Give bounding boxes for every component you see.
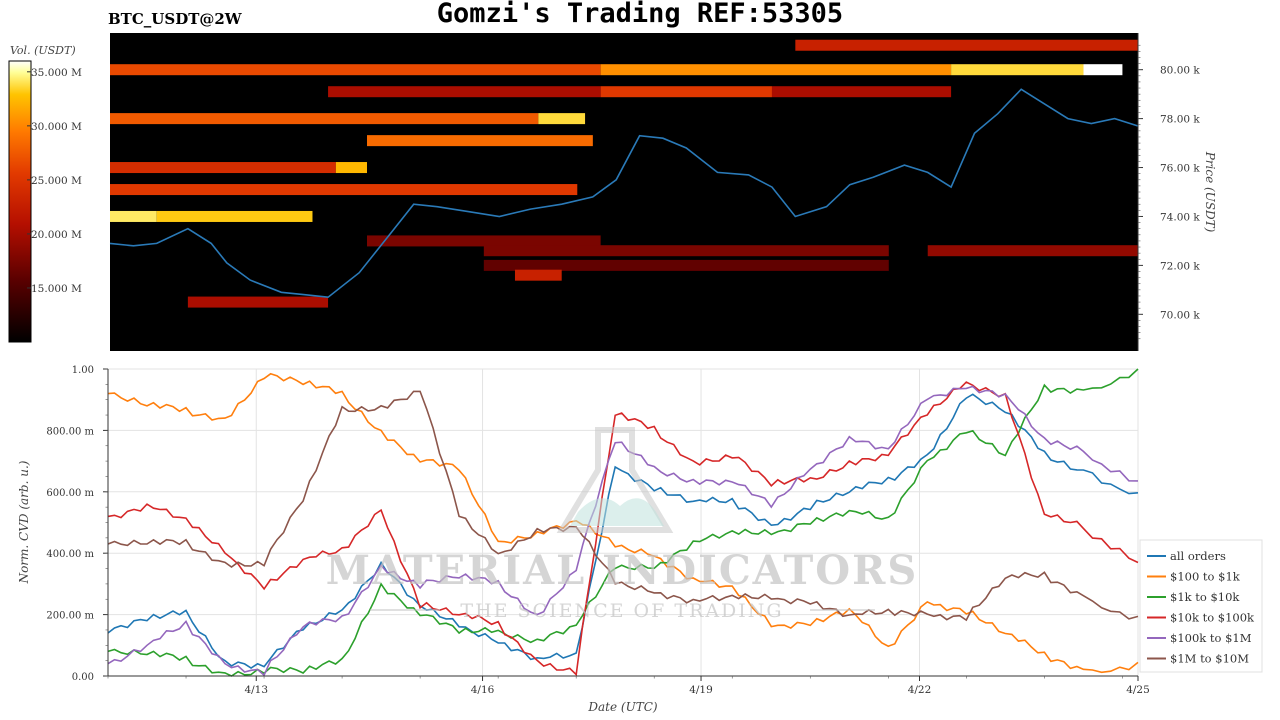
heatmap-panel: 80.00 k 78.00 k 76.00 k 74.00 k 72.00 k 70.00… (109, 33, 1217, 351)
heatmap-band (927, 245, 1138, 257)
colorbar-gradient (8, 60, 32, 343)
colorbar-tick-label: 30.000 M (31, 121, 82, 133)
watermark-flask-icon (556, 427, 674, 533)
cvd-y-tick-label: 200.00 m (46, 611, 94, 622)
heatmap-band (156, 210, 313, 222)
cvd-x-tick-label: 4/22 (908, 684, 932, 696)
chart-title: Gomzi's Trading REF:53305 (436, 0, 844, 29)
cvd-series-line (107, 385, 1139, 677)
heatmap-band (771, 86, 952, 98)
watermark-title: MATERIAL INDICATORS (326, 547, 919, 594)
heatmap-band (328, 86, 601, 98)
cvd-y-axis-label: Norm. CVD (arb. u.) (17, 460, 31, 584)
legend-item-label: $1k to $10k (1170, 590, 1240, 604)
cvd-y-tick-label: 800.00 m (46, 426, 94, 437)
heatmap-band (538, 113, 586, 125)
heatmap-band (110, 184, 578, 196)
symbol-label: BTC_USDT@2W (108, 10, 242, 28)
heatmap-band (600, 64, 952, 76)
cvd-y-tick-label: 1.00 (72, 365, 94, 376)
cvd-panel: 1.00 800.00 m 600.00 m 400.00 m 200.00 m 0.00… (17, 365, 1150, 714)
colorbar-label: Vol. (USDT) (10, 44, 76, 57)
colorbar-tick-label: 20.000 M (31, 229, 82, 241)
legend: all orders $100 to $1k $1k to $10k $10k to … (1139, 539, 1263, 673)
cvd-x-tick-label: 4/16 (471, 684, 495, 696)
price-line (109, 88, 1139, 299)
watermark-subtitle: THE SCIENCE OF TRADING (460, 600, 783, 622)
cvd-y-tick-label: 600.00 m (46, 488, 94, 499)
price-axis-tick-label: 72.00 k (1160, 260, 1200, 272)
cvd-x-tick-label: 4/25 (1126, 684, 1150, 696)
heatmap-band (187, 296, 329, 308)
heatmap-band (367, 235, 601, 247)
cvd-series-line (107, 368, 1139, 677)
heatmap-band (1083, 64, 1123, 76)
heatmap-band (483, 245, 889, 257)
heatmap-band (795, 39, 1138, 51)
price-axis-label: Price (USDT) (1203, 151, 1217, 233)
heatmap-band (600, 86, 772, 98)
cvd-series-line (107, 372, 1139, 674)
colorbar: 35.000 M 30.000 M 25.000 M 20.000 M 15.000 M (8, 60, 82, 343)
cvd-y-tick-label: 400.00 m (46, 549, 94, 560)
price-axis-tick-label: 78.00 k (1160, 114, 1200, 126)
heatmap-band (367, 135, 593, 147)
legend-item-label: $100k to $1M (1170, 631, 1252, 645)
cvd-x-tick-label: 4/13 (244, 684, 268, 696)
price-axis-tick-label: 80.00 k (1160, 65, 1200, 77)
colorbar-tick-label: 25.000 M (31, 175, 82, 187)
watermark-liquid-icon (570, 498, 664, 526)
heatmap-band (951, 64, 1084, 76)
colorbar-tick-label: 35.000 M (31, 67, 82, 79)
heatmap-band (335, 162, 367, 174)
colorbar-tick-label: 15.000 M (31, 283, 82, 295)
price-axis-tick-label: 76.00 k (1160, 163, 1200, 175)
cvd-y-tick-label: 0.00 (72, 672, 94, 683)
cvd-x-axis-label: Date (UTC) (587, 700, 657, 714)
legend-item-label: $1M to $10M (1170, 652, 1249, 666)
heatmap-band (514, 269, 562, 281)
heatmap-band (483, 259, 889, 271)
price-axis-tick-label: 74.00 k (1160, 211, 1200, 223)
cvd-x-tick-label: 4/19 (689, 684, 713, 696)
price-axis-tick-label: 70.00 k (1160, 309, 1200, 321)
legend-item-label: $100 to $1k (1170, 570, 1241, 584)
cvd-series-line (107, 390, 1139, 622)
legend-item-label: $10k to $100k (1170, 611, 1255, 625)
heatmap-band (110, 162, 336, 174)
heatmap-band (110, 64, 601, 76)
legend-box (1139, 539, 1263, 673)
watermark: MATERIAL INDICATORS THE SCIENCE OF TRADIN… (326, 427, 919, 622)
cvd-series-line (107, 393, 1139, 669)
legend-item-label: all orders (1170, 549, 1226, 563)
heatmap-band (110, 113, 539, 125)
heatmap-band (110, 210, 157, 222)
